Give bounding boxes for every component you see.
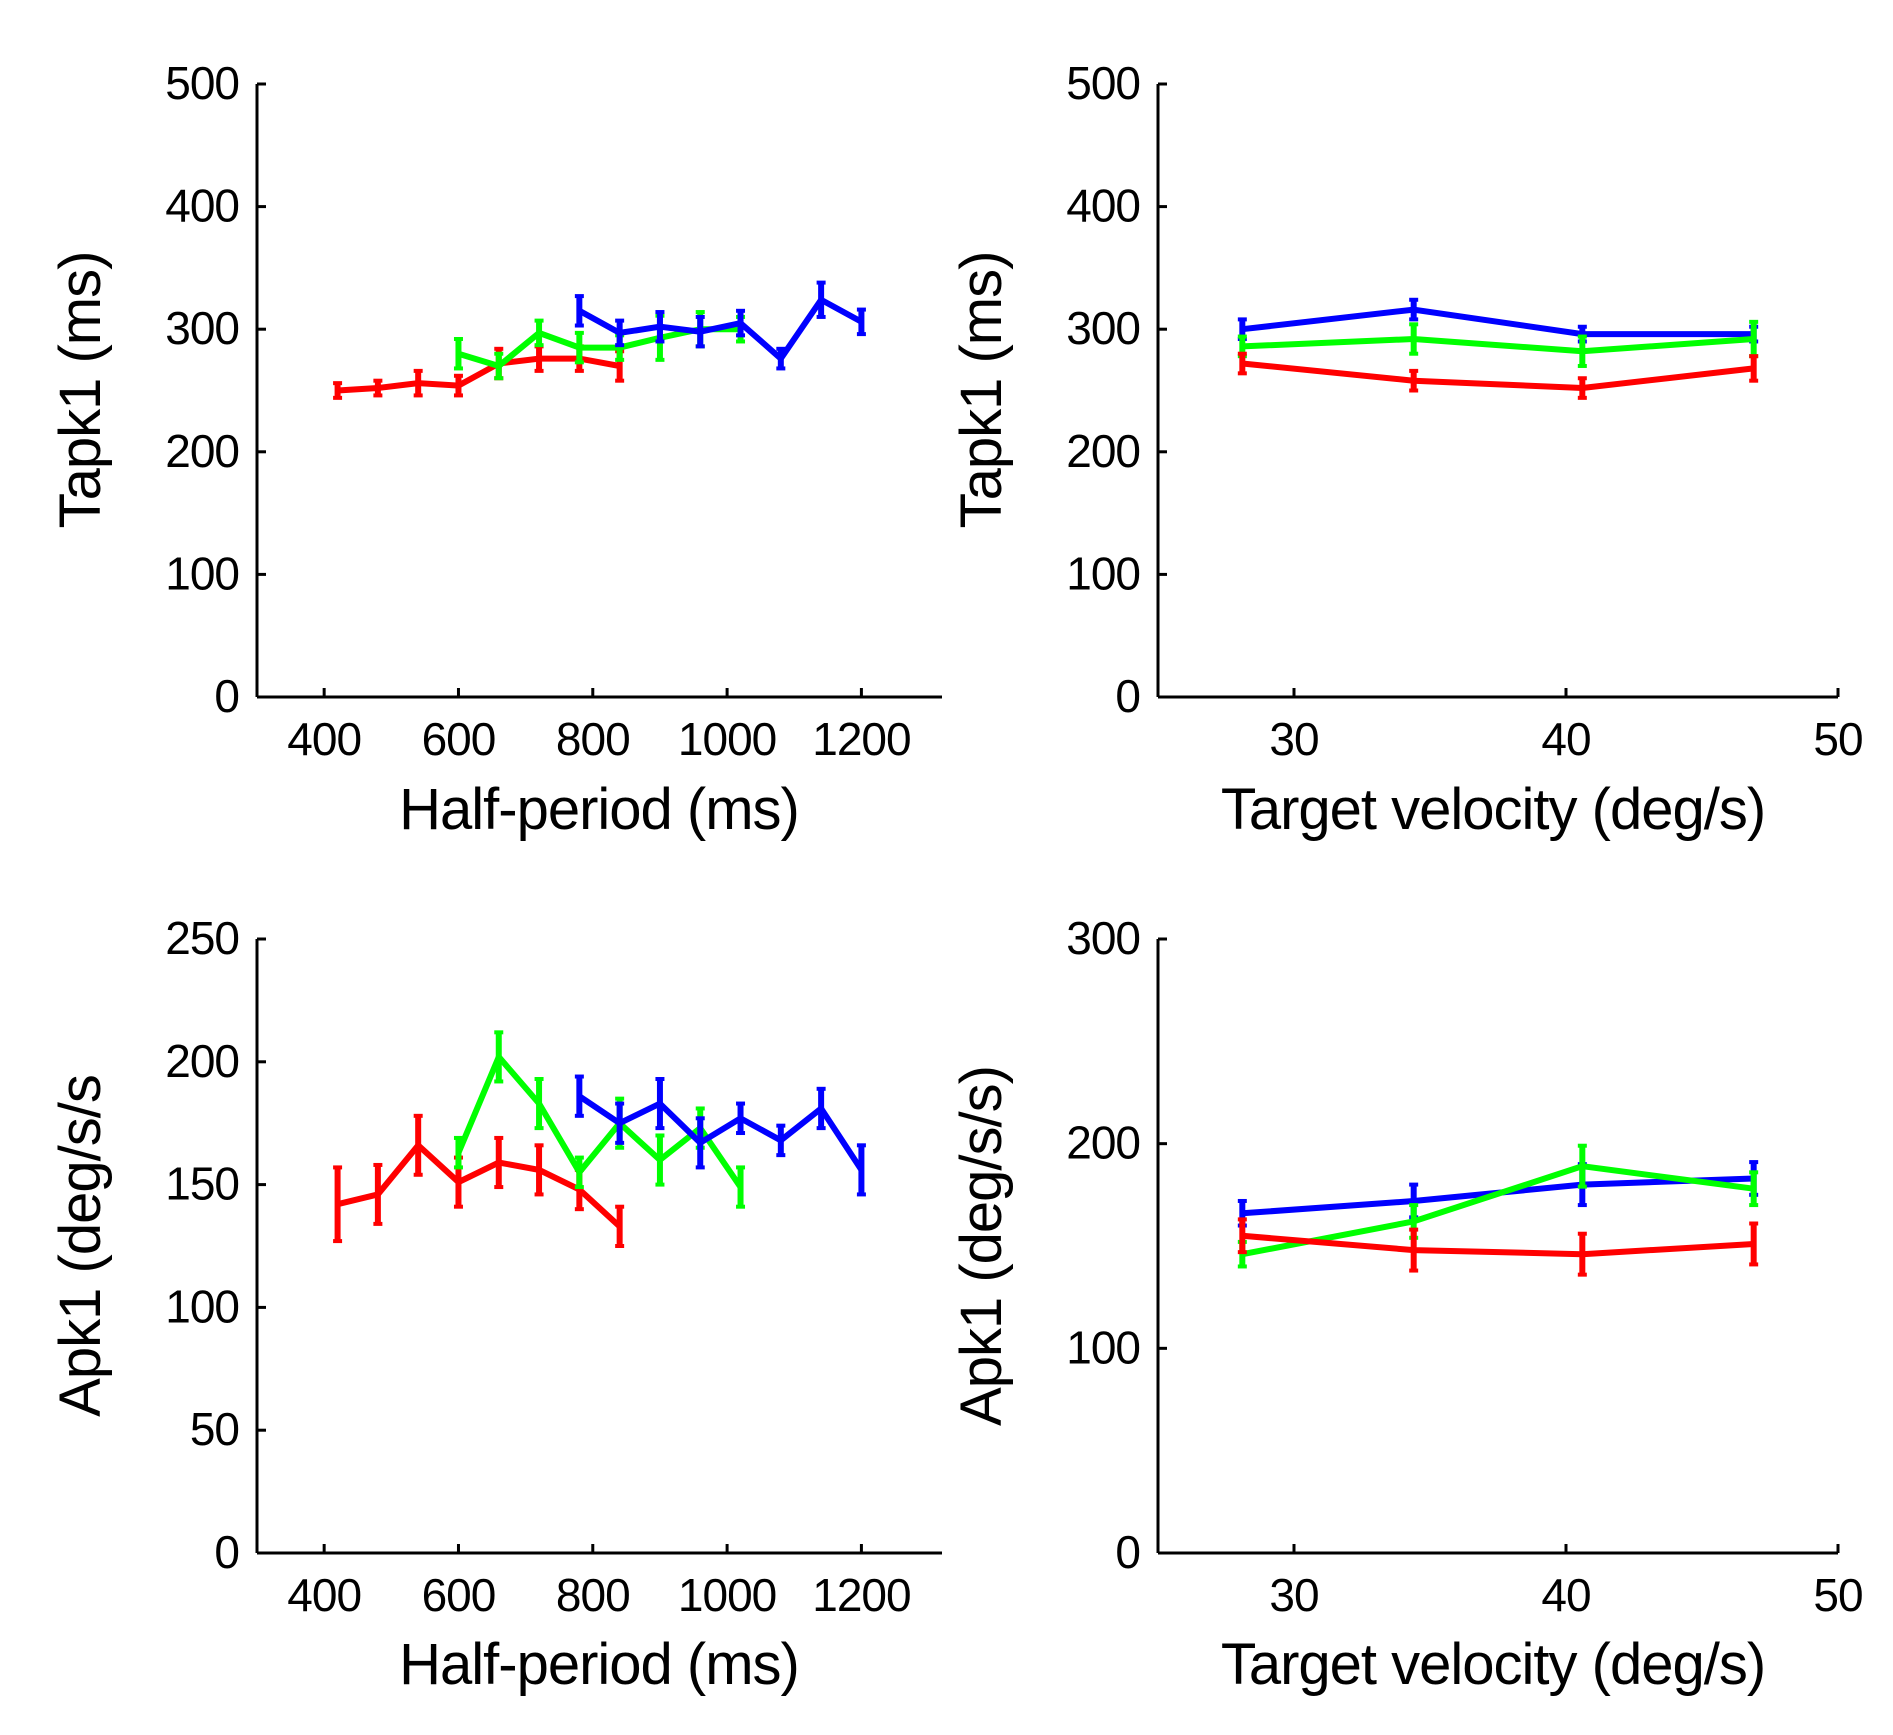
y-tick-label: 100 xyxy=(165,1280,239,1332)
panel-bottom-left: 400 600 800 1000 1200 0 50 100 150 200 250 Half-p… xyxy=(48,912,942,1697)
y-ticks: 0 100 200 300 400 500 xyxy=(1066,57,1167,722)
y-tick-label: 0 xyxy=(1115,670,1140,722)
y-tick-label: 100 xyxy=(1066,547,1140,599)
x-axis-label: Target velocity (deg/s) xyxy=(1221,777,1765,842)
y-ticks: 0 100 200 300 400 500 xyxy=(165,57,266,722)
y-tick-label: 500 xyxy=(1066,57,1140,109)
panel-top-right: 30 40 50 0 100 200 300 400 500 Target velocity … xyxy=(949,57,1864,842)
series-red xyxy=(333,1113,625,1248)
series-red xyxy=(1237,351,1759,400)
x-ticks: 30 40 50 xyxy=(1269,688,1864,765)
series-line-red xyxy=(337,355,621,394)
y-axis-label: Tapk1 (ms) xyxy=(949,252,1014,529)
x-tick-label: 600 xyxy=(422,1569,496,1621)
panel-top-left: 400 600 800 1000 1200 0 100 200 300 400 500 Half-… xyxy=(48,57,942,842)
y-tick-label: 300 xyxy=(1066,302,1140,354)
y-tick-label: 500 xyxy=(165,57,239,109)
x-ticks: 400 600 800 1000 1200 xyxy=(287,688,912,765)
x-tick-label: 1200 xyxy=(812,713,910,765)
x-tick-label: 400 xyxy=(287,1569,361,1621)
y-tick-label: 400 xyxy=(1066,180,1140,232)
y-ticks: 0 100 200 300 xyxy=(1066,912,1167,1578)
x-tick-label: 1000 xyxy=(678,713,776,765)
x-tick-label: 1200 xyxy=(812,1569,910,1621)
x-tick-label: 40 xyxy=(1541,1569,1590,1621)
series-line-green xyxy=(1242,335,1754,355)
x-tick-label: 400 xyxy=(287,713,361,765)
series-line-red xyxy=(1242,360,1755,392)
series-line-red xyxy=(336,1140,622,1229)
x-tick-label: 800 xyxy=(556,713,630,765)
panel-bottom-right: 30 40 50 0 100 200 300 Target velocity (deg/s… xyxy=(949,912,1864,1697)
series-line-red xyxy=(1242,1232,1754,1258)
series-blue xyxy=(574,1074,866,1197)
x-tick-label: 50 xyxy=(1813,713,1862,765)
x-ticks: 30 40 50 xyxy=(1269,1544,1864,1621)
y-tick-label: 100 xyxy=(1066,1321,1140,1373)
y-tick-label: 50 xyxy=(190,1403,239,1455)
y-tick-label: 300 xyxy=(165,302,239,354)
y-tick-label: 100 xyxy=(165,547,239,599)
y-axis-label: Apk1 (deg/s/s xyxy=(48,1075,113,1417)
x-tick-label: 40 xyxy=(1541,713,1590,765)
y-ticks: 0 50 100 150 200 250 xyxy=(165,912,266,1578)
series-line-blue xyxy=(577,1093,864,1172)
x-tick-label: 1000 xyxy=(678,1569,776,1621)
x-tick-label: 600 xyxy=(422,713,496,765)
series-line-blue xyxy=(1241,306,1754,338)
series-blue xyxy=(574,280,866,371)
y-tick-label: 200 xyxy=(165,425,239,477)
series-line-blue xyxy=(577,295,863,364)
y-tick-label: 200 xyxy=(165,1035,239,1087)
x-tick-label: 800 xyxy=(556,1569,630,1621)
plot-area xyxy=(1237,1143,1759,1277)
x-axis-label: Target velocity (deg/s) xyxy=(1221,1632,1765,1697)
y-tick-label: 250 xyxy=(165,912,239,964)
y-tick-label: 0 xyxy=(214,670,239,722)
y-tick-label: 400 xyxy=(165,180,239,232)
series-red xyxy=(1237,1217,1759,1277)
y-tick-label: 0 xyxy=(1115,1526,1140,1578)
x-tick-label: 50 xyxy=(1813,1569,1862,1621)
plot-area xyxy=(333,1030,866,1248)
y-tick-label: 300 xyxy=(1066,912,1140,964)
x-axis-label: Half-period (ms) xyxy=(399,1632,799,1697)
x-tick-label: 30 xyxy=(1269,1569,1318,1621)
y-tick-label: 200 xyxy=(1066,425,1140,477)
y-axis-label: Apk1 (deg/s/s) xyxy=(949,1066,1014,1426)
y-tick-label: 0 xyxy=(214,1526,239,1578)
series-green xyxy=(1237,319,1759,368)
y-axis-label: Tapk1 (ms) xyxy=(48,252,113,529)
x-axis-label: Half-period (ms) xyxy=(399,777,799,842)
y-tick-label: 200 xyxy=(1066,1117,1140,1169)
x-ticks: 400 600 800 1000 1200 xyxy=(287,1544,912,1621)
y-tick-label: 150 xyxy=(165,1158,239,1210)
series-line-green xyxy=(1241,1163,1755,1258)
plot-area xyxy=(333,280,866,400)
x-tick-label: 30 xyxy=(1269,713,1318,765)
plot-area xyxy=(1237,297,1759,400)
